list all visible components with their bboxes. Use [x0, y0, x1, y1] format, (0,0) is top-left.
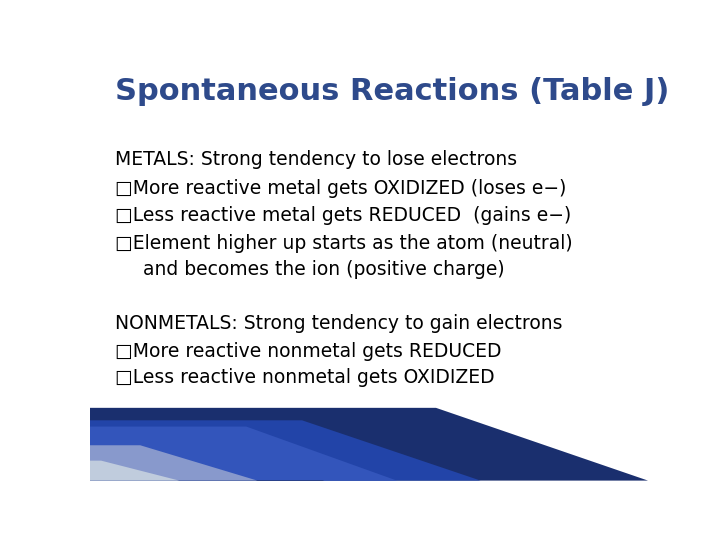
Text: □More reactive nonmetal gets REDUCED: □More reactive nonmetal gets REDUCED [115, 342, 502, 361]
Text: □Element higher up starts as the atom (neutral): □Element higher up starts as the atom (n… [115, 234, 572, 253]
Text: METALS: Strong tendency to lose electrons: METALS: Strong tendency to lose electron… [115, 150, 517, 169]
Text: Spontaneous Reactions (Table J): Spontaneous Reactions (Table J) [115, 77, 670, 106]
Polygon shape [90, 435, 324, 481]
Polygon shape [90, 408, 648, 481]
Text: □More reactive metal gets OXIDIZED (loses e−): □More reactive metal gets OXIDIZED (lose… [115, 179, 567, 198]
Polygon shape [90, 420, 481, 481]
Text: NONMETALS: Strong tendency to gain electrons: NONMETALS: Strong tendency to gain elect… [115, 314, 562, 333]
Text: □Less reactive nonmetal gets OXIDIZED: □Less reactive nonmetal gets OXIDIZED [115, 368, 495, 387]
Polygon shape [90, 446, 258, 481]
Text: and becomes the ion (positive charge): and becomes the ion (positive charge) [131, 260, 504, 279]
Polygon shape [90, 461, 179, 481]
Text: □Less reactive metal gets REDUCED  (gains e−): □Less reactive metal gets REDUCED (gains… [115, 206, 572, 225]
Polygon shape [90, 427, 397, 481]
